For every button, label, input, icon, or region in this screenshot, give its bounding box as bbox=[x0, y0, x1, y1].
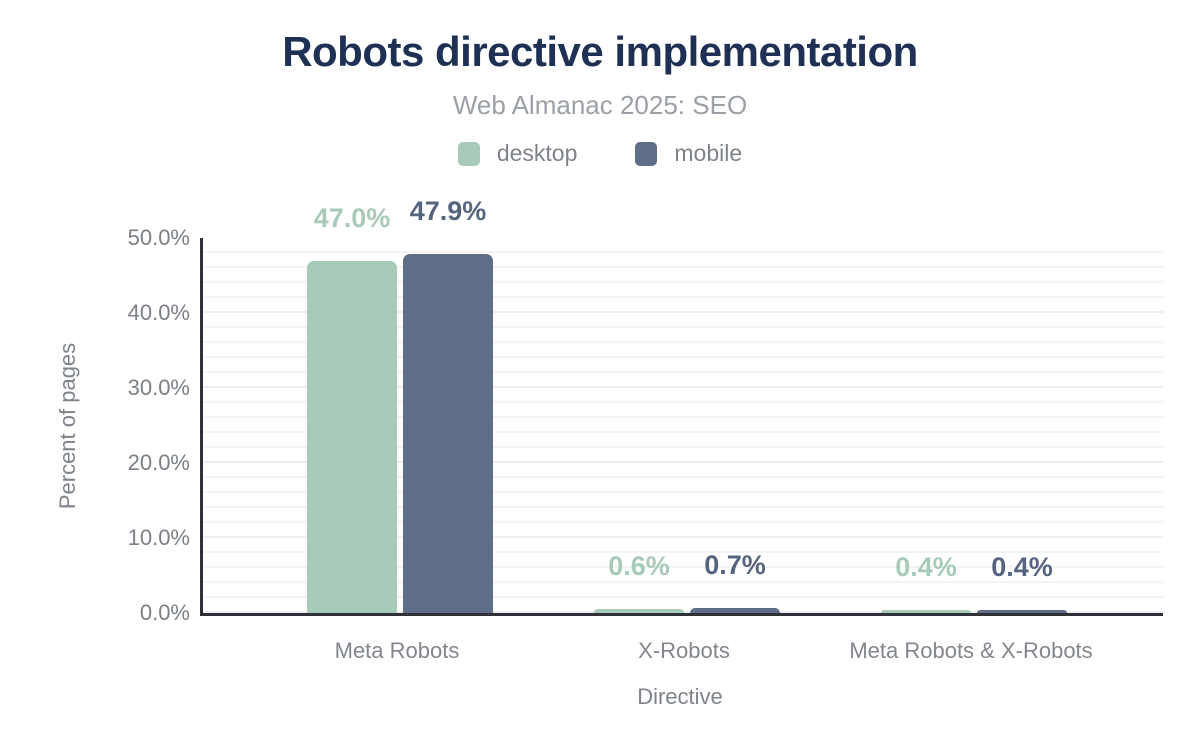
x-tick-label-2: Meta Robots & X-Robots bbox=[849, 638, 1093, 663]
y-tick-label: 20.0% bbox=[127, 450, 190, 475]
x-tick-label-0: Meta Robots bbox=[334, 638, 460, 663]
bar-desktop-0[interactable] bbox=[307, 260, 397, 613]
plot-area: Percent of pages 0.0% 10.0% 20.0% 30.0% 40.0… bbox=[55, 196, 1163, 625]
bar-desktop-2[interactable] bbox=[881, 610, 971, 613]
value-label-desktop-1: 0.6% bbox=[608, 550, 670, 581]
desktop-swatch-icon bbox=[457, 141, 480, 166]
value-label-desktop-2: 0.4% bbox=[895, 552, 957, 582]
y-tick-label: 40.0% bbox=[127, 300, 190, 325]
value-label-mobile-0: 47.9% bbox=[409, 195, 487, 226]
legend-label-mobile: mobile bbox=[674, 140, 743, 166]
value-label-desktop-0: 47.0% bbox=[313, 202, 391, 233]
chart-subtitle: Web Almanac 2025: SEO bbox=[452, 90, 748, 120]
legend: desktop mobile bbox=[0, 140, 1200, 167]
legend-item-mobile[interactable]: mobile bbox=[635, 140, 742, 167]
y-tick-label: 10.0% bbox=[127, 525, 190, 550]
y-tick-label: 50.0% bbox=[127, 225, 190, 250]
chart-title: Robots directive implementation bbox=[282, 28, 918, 75]
y-axis-title: Percent of pages bbox=[38, 238, 98, 613]
bar-mobile-0[interactable] bbox=[403, 253, 493, 613]
y-tick-label: 0.0% bbox=[139, 600, 190, 625]
value-label-mobile-2: 0.4% bbox=[991, 552, 1053, 582]
x-axis-title: Directive bbox=[637, 684, 723, 709]
y-axis-title-text: Percent of pages bbox=[55, 342, 80, 509]
bar-desktop-1[interactable] bbox=[594, 608, 684, 613]
value-label-mobile-1: 0.7% bbox=[704, 549, 766, 580]
legend-label-desktop: desktop bbox=[496, 140, 578, 166]
legend-item-desktop[interactable]: desktop bbox=[457, 140, 578, 167]
y-tick-label: 30.0% bbox=[127, 375, 190, 400]
bar-mobile-1[interactable] bbox=[690, 607, 780, 613]
mobile-swatch-icon bbox=[635, 141, 658, 166]
x-tick-label-1: X-Robots bbox=[638, 638, 730, 663]
bar-mobile-2[interactable] bbox=[977, 610, 1067, 613]
